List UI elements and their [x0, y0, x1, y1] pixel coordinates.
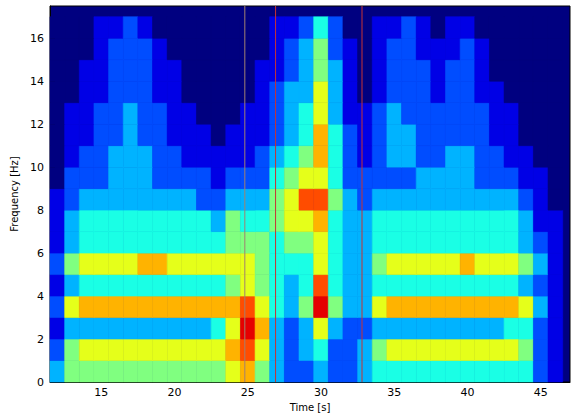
svg-text:16: 16: [30, 32, 44, 45]
svg-text:0: 0: [37, 376, 44, 389]
svg-text:4: 4: [37, 290, 44, 303]
svg-text:2: 2: [37, 333, 44, 346]
svg-text:6: 6: [37, 247, 44, 260]
svg-text:12: 12: [30, 118, 44, 131]
svg-text:40: 40: [460, 386, 474, 399]
svg-text:25: 25: [241, 386, 255, 399]
svg-text:8: 8: [37, 204, 44, 217]
svg-text:20: 20: [168, 386, 182, 399]
svg-text:10: 10: [30, 161, 44, 174]
svg-text:Time [s]: Time [s]: [289, 402, 331, 413]
svg-text:35: 35: [387, 386, 401, 399]
svg-text:30: 30: [314, 386, 328, 399]
svg-text:45: 45: [534, 386, 548, 399]
svg-text:Frequency [Hz]: Frequency [Hz]: [9, 156, 20, 232]
svg-text:14: 14: [30, 75, 44, 88]
svg-text:15: 15: [94, 386, 108, 399]
